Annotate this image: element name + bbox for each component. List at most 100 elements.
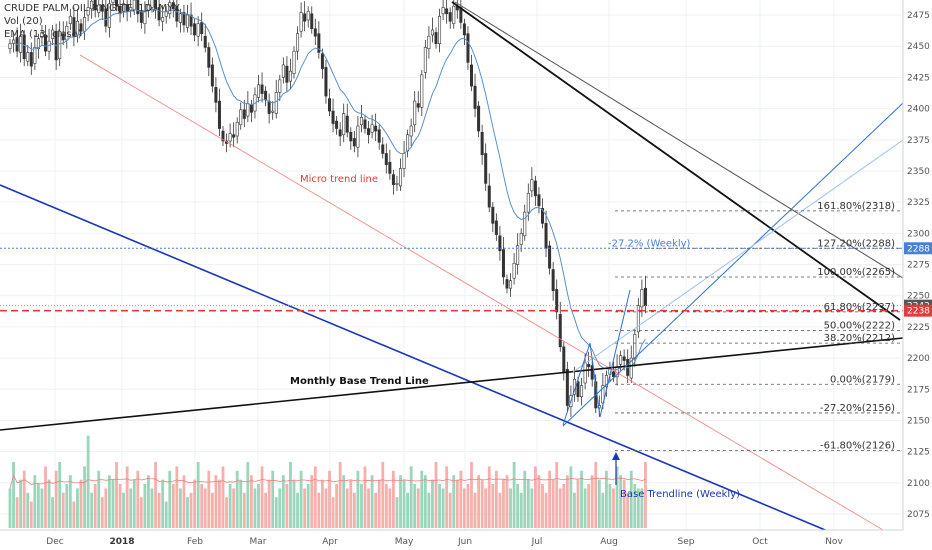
price-tick-label: 2275	[907, 261, 930, 271]
resistance-trend-line-1	[451, 1, 901, 321]
candle-body	[207, 47, 211, 68]
candle-body	[352, 138, 356, 147]
candle-body	[317, 33, 321, 53]
candle-body	[438, 15, 442, 44]
volume-bar	[367, 488, 370, 528]
volume-bar	[491, 484, 495, 528]
volume-bar	[207, 470, 211, 528]
volume-bar	[136, 470, 140, 528]
base-weekly-arrowhead	[612, 452, 620, 460]
candle-body	[622, 356, 626, 361]
candle-body	[61, 33, 65, 41]
volume-bar	[530, 488, 534, 528]
volume-bar	[100, 497, 104, 528]
volume-bar	[147, 475, 150, 528]
blue-channel-line-2	[572, 139, 904, 373]
candle-body	[331, 110, 335, 124]
candle-body	[462, 23, 466, 36]
candle-body	[452, 5, 456, 25]
volume-bar	[352, 492, 356, 528]
volume-bar	[480, 479, 484, 528]
candle-body	[154, 0, 158, 11]
price-label-value: 2238	[907, 307, 930, 317]
candle-body	[210, 64, 214, 87]
candle-body	[384, 153, 388, 166]
monthly-base-label: Monthly Base Trend Line	[290, 376, 429, 387]
time-tick-label: Jun	[457, 537, 472, 547]
candle-body	[157, 7, 161, 21]
volume-bar	[505, 475, 509, 528]
candle-body	[125, 4, 129, 12]
volume-bar	[569, 466, 573, 528]
volume-bar	[590, 475, 594, 528]
candle-body	[349, 131, 353, 142]
volume-bar	[612, 488, 615, 528]
volume-bar	[416, 488, 420, 528]
candle-body	[469, 64, 473, 87]
volume-bar	[548, 470, 551, 528]
volume-bar	[377, 479, 381, 528]
volume-bar	[175, 466, 179, 528]
volume-bar	[257, 484, 260, 528]
candle-body	[377, 129, 381, 143]
volume-bar	[534, 466, 537, 528]
candle-body	[342, 113, 346, 136]
candle-body	[636, 305, 640, 333]
volume-bar	[328, 470, 331, 528]
candle-body	[420, 74, 424, 108]
volume-bar	[338, 462, 342, 528]
volume-bar	[541, 484, 544, 528]
candle-body	[178, 13, 182, 23]
candle-body	[175, 5, 179, 22]
volume-bar	[392, 470, 395, 528]
volume-bar	[79, 479, 83, 528]
volume-bar	[235, 470, 239, 528]
candle-body	[310, 13, 314, 30]
volume-bar	[409, 466, 413, 528]
candle-body	[356, 125, 360, 148]
volume-bar	[171, 484, 175, 528]
candle-body	[100, 4, 104, 12]
candle-body	[523, 211, 527, 237]
candle-body	[296, 33, 300, 52]
candle-body	[22, 34, 26, 59]
candle-body	[604, 375, 608, 388]
fib-level-label: 161.80%(2318)	[817, 201, 895, 212]
volume-bar	[335, 484, 338, 528]
volume-bar	[512, 462, 516, 528]
volume-bar	[519, 492, 523, 528]
micro-trend-label: Micro trend line	[300, 174, 378, 185]
price-tick-label: 2475	[907, 11, 930, 21]
candle-body	[597, 405, 601, 409]
volume-bar	[551, 479, 555, 528]
candle-body	[115, 0, 119, 7]
candle-body	[473, 85, 477, 109]
candle-body	[122, 3, 126, 12]
candle-body	[544, 223, 548, 249]
candle-body	[79, 23, 83, 32]
candle-body	[480, 131, 484, 156]
volume-bar	[605, 470, 608, 528]
volume-bar	[303, 488, 307, 528]
volume-bar	[597, 479, 601, 528]
wave-path	[562, 289, 631, 426]
candle-body	[143, 10, 147, 25]
volume-bar	[526, 479, 530, 528]
fib-level-label: 0.00%(2179)	[830, 374, 895, 385]
volume-bar	[310, 475, 314, 528]
candle-body	[466, 33, 470, 63]
candle-body	[288, 70, 292, 82]
candle-body	[36, 38, 40, 49]
volume-bar	[196, 462, 200, 528]
volume-bar	[164, 501, 168, 528]
price-tick-label: 2200	[907, 354, 930, 364]
volume-bar	[555, 462, 559, 528]
volume-bar	[122, 492, 125, 528]
candle-body	[643, 287, 647, 306]
volume-bar	[228, 484, 232, 528]
candle-body	[299, 12, 303, 32]
candle-body	[214, 87, 218, 103]
candle-body	[587, 363, 591, 368]
